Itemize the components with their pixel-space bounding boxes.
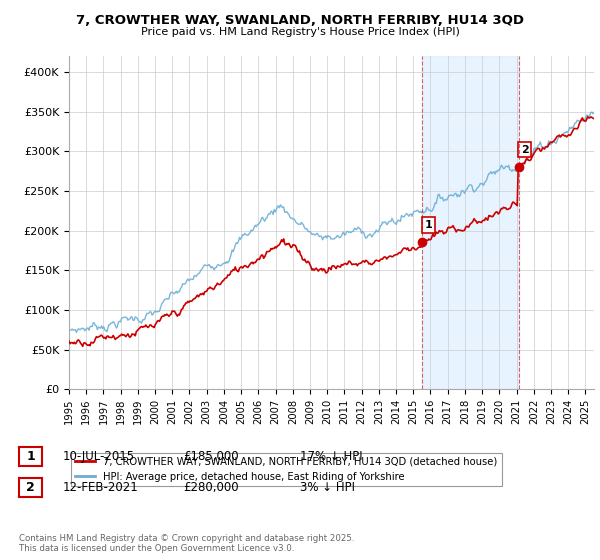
Text: £280,000: £280,000 (183, 481, 239, 494)
Text: 2: 2 (521, 144, 529, 155)
Text: 10-JUL-2015: 10-JUL-2015 (63, 450, 135, 464)
Text: Price paid vs. HM Land Registry's House Price Index (HPI): Price paid vs. HM Land Registry's House … (140, 27, 460, 37)
Text: £185,000: £185,000 (183, 450, 239, 464)
Text: 3% ↓ HPI: 3% ↓ HPI (300, 481, 355, 494)
Text: 1: 1 (26, 450, 35, 464)
Bar (422, 56, 518, 389)
Text: 2: 2 (26, 481, 35, 494)
Text: Contains HM Land Registry data © Crown copyright and database right 2025.
This d: Contains HM Land Registry data © Crown c… (19, 534, 355, 553)
Text: 7, CROWTHER WAY, SWANLAND, NORTH FERRIBY, HU14 3QD: 7, CROWTHER WAY, SWANLAND, NORTH FERRIBY… (76, 14, 524, 27)
Legend: 7, CROWTHER WAY, SWANLAND, NORTH FERRIBY, HU14 3QD (detached house), HPI: Averag: 7, CROWTHER WAY, SWANLAND, NORTH FERRIBY… (71, 452, 502, 486)
Text: 17% ↓ HPI: 17% ↓ HPI (300, 450, 362, 464)
Text: 1: 1 (425, 220, 432, 230)
Text: 12-FEB-2021: 12-FEB-2021 (63, 481, 139, 494)
